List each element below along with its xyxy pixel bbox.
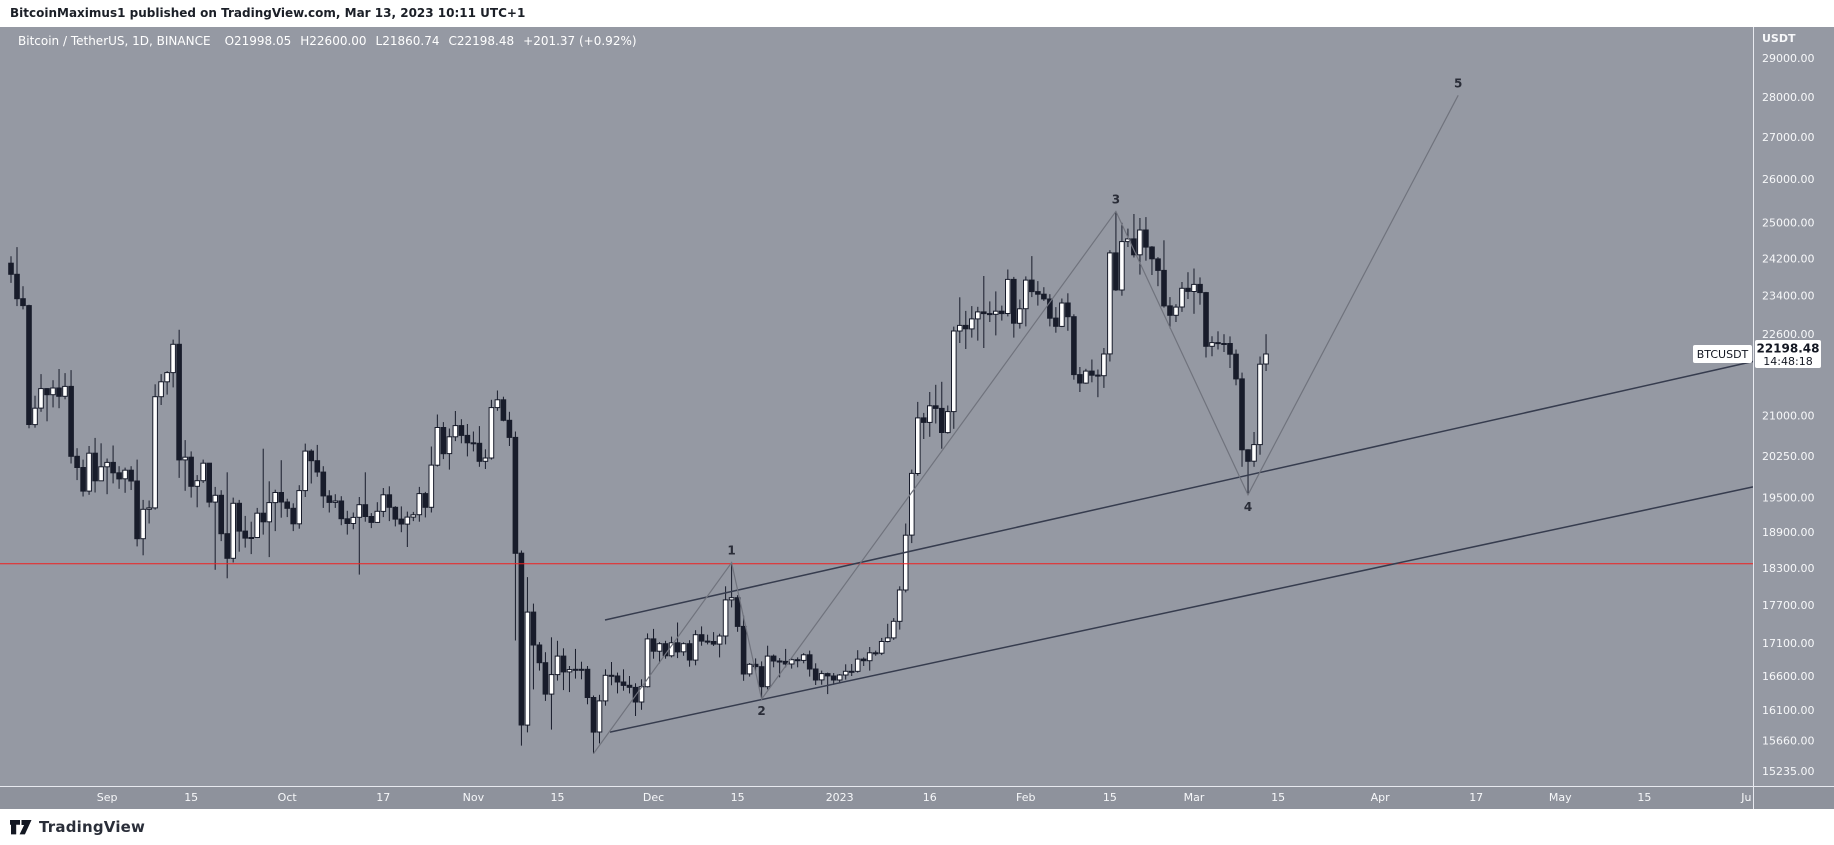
time-tick: 15 — [1271, 791, 1286, 804]
price-label-countdown: 14:48:18 — [1763, 355, 1812, 368]
wave-label-5: 5 — [1454, 76, 1462, 90]
publish-info: BitcoinMaximus1 published on TradingView… — [10, 6, 526, 20]
time-tick: Oct — [277, 791, 297, 804]
price-tick: 24200.00 — [1762, 252, 1815, 265]
price-tick: 22600.00 — [1762, 328, 1815, 341]
elliott-wave-drawing[interactable]: 1 2 3 4 5 — [593, 76, 1463, 754]
price-tick: 25000.00 — [1762, 216, 1815, 229]
price-tick: 19500.00 — [1762, 492, 1815, 505]
axis-currency-label: USDT — [1762, 32, 1796, 45]
time-tick: Nov — [462, 791, 485, 804]
time-axis-labels: Sep 15 Oct 17 Nov 15 Dec 15 2023 16 Feb 15 Mar 15 Apr 1… — [0, 787, 1753, 810]
legend-close: C22198.48 — [448, 34, 515, 48]
tradingview-logo-icon — [10, 819, 32, 834]
price-label-symbol: BTCUSDT — [1697, 348, 1749, 361]
time-tick: 17 — [376, 791, 391, 804]
legend-high: H22600.00 — [300, 34, 367, 48]
time-tick: 15 — [730, 791, 745, 804]
chart-canvas[interactable]: 1 2 3 4 5 USDT 29000.00 28000.00 27000.00 26000.0… — [0, 27, 1834, 786]
time-tick: Dec — [642, 791, 665, 804]
legend-low: L21860.74 — [375, 34, 440, 48]
price-tick: 27000.00 — [1762, 131, 1815, 144]
time-tick: 2023 — [825, 791, 854, 804]
time-tick: 17 — [1469, 791, 1484, 804]
ohlc-legend: Bitcoin / TetherUS, 1D, BINANCE O21998.05… — [18, 34, 646, 48]
price-tick: 16100.00 — [1762, 704, 1815, 717]
price-tick: 23400.00 — [1762, 290, 1815, 303]
price-tick: 21000.00 — [1762, 410, 1815, 423]
time-tick: 15 — [1102, 791, 1117, 804]
time-tick: Ju — [1741, 791, 1752, 804]
time-axis[interactable]: Sep 15 Oct 17 Nov 15 Dec 15 2023 16 Feb 15 Mar 15 Apr 1… — [0, 786, 1834, 810]
time-tick: 15 — [1637, 791, 1652, 804]
price-tick: 16600.00 — [1762, 670, 1815, 683]
wave-label-3: 3 — [1112, 192, 1120, 206]
price-axis[interactable]: USDT 29000.00 28000.00 27000.00 26000.00 2500… — [1753, 27, 1815, 786]
time-tick: Feb — [1016, 791, 1036, 804]
legend-open: O21998.05 — [224, 34, 292, 48]
price-tick: 18900.00 — [1762, 526, 1815, 539]
price-tick: 17100.00 — [1762, 637, 1815, 650]
wave-label-2: 2 — [757, 704, 765, 718]
tradingview-wordmark: TradingView — [39, 818, 146, 836]
price-tick: 29000.00 — [1762, 52, 1815, 65]
legend-change: +201.37 (+0.92%) — [523, 34, 637, 48]
time-tick: 15 — [550, 791, 565, 804]
price-tick: 15235.00 — [1762, 765, 1815, 778]
tradingview-brand[interactable]: TradingView — [10, 818, 145, 836]
time-tick: Sep — [96, 791, 118, 804]
wave-label-4: 4 — [1244, 500, 1252, 514]
chart-area[interactable]: 1 2 3 4 5 USDT 29000.00 28000.00 27000.00 26000.0… — [0, 27, 1834, 786]
axis-corner-divider — [1753, 787, 1754, 810]
symbol-title: Bitcoin / TetherUS, 1D, BINANCE — [18, 34, 211, 48]
time-tick: 15 — [184, 791, 199, 804]
price-tick: 15660.00 — [1762, 735, 1815, 748]
parallel-channel[interactable] — [604, 360, 1754, 733]
price-tick: 26000.00 — [1762, 173, 1815, 186]
candlestick-series — [8, 211, 1269, 754]
publish-bar: BitcoinMaximus1 published on TradingView… — [0, 0, 1834, 27]
price-tick: 18300.00 — [1762, 562, 1815, 575]
wave-label-1: 1 — [727, 544, 735, 558]
time-tick: May — [1548, 791, 1572, 804]
footer-bar: TradingView — [0, 809, 1834, 845]
price-label-value: 22198.48 — [1756, 342, 1819, 356]
time-tick: Apr — [1370, 791, 1390, 804]
price-tick: 17700.00 — [1762, 599, 1815, 612]
time-tick: 16 — [922, 791, 937, 804]
price-tick: 28000.00 — [1762, 91, 1815, 104]
price-tick: 20250.00 — [1762, 450, 1815, 463]
time-tick: Mar — [1183, 791, 1205, 804]
